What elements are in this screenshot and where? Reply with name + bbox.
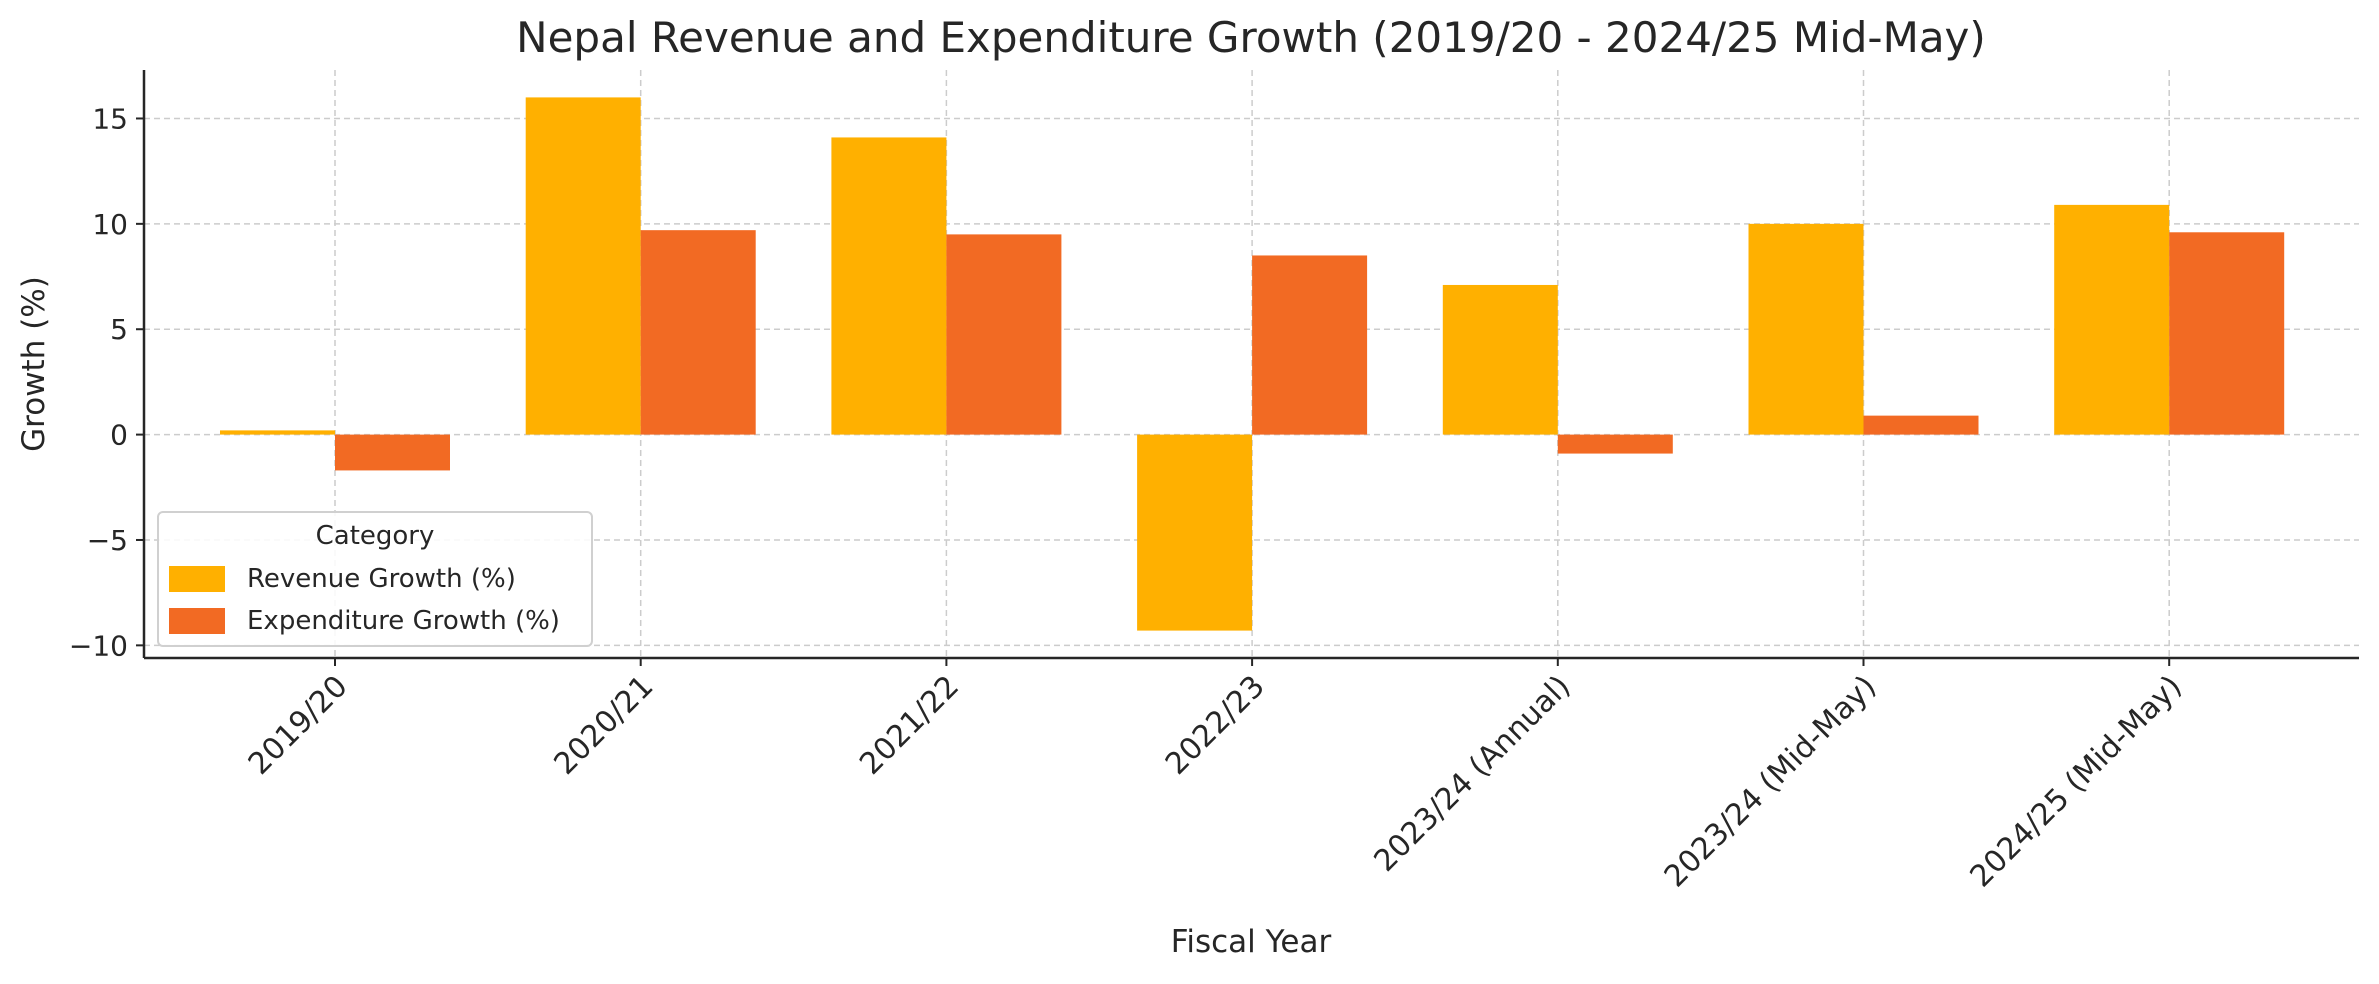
x-ticks: 2019/20 2020/21 2021/22 2022/23 2023/24 (Ann… bbox=[242, 658, 2189, 894]
y-tick-label: 0 bbox=[110, 419, 128, 452]
expenditure-bar bbox=[1863, 415, 1979, 435]
y-axis-label: Growth (%) bbox=[16, 276, 52, 452]
y-tick-label: −5 bbox=[87, 524, 128, 557]
expenditure-bar bbox=[946, 234, 1062, 435]
legend: Category Revenue Growth (%) Expenditure … bbox=[157, 511, 593, 647]
y-ticks: −10 −5 0 5 10 15 bbox=[69, 102, 144, 662]
y-tick-label: 15 bbox=[92, 102, 128, 135]
y-tick-label: 10 bbox=[92, 208, 128, 241]
revenue-bar bbox=[1137, 434, 1253, 631]
legend-swatch-revenue bbox=[169, 566, 225, 592]
legend-swatch-expenditure bbox=[169, 608, 225, 634]
expenditure-bar bbox=[640, 230, 756, 435]
x-tick-label: 2022/23 bbox=[1159, 669, 1272, 782]
expenditure-bar bbox=[335, 434, 450, 471]
y-tick-label: −10 bbox=[69, 629, 128, 662]
revenue-bar bbox=[1442, 284, 1558, 435]
revenue-bar bbox=[2054, 204, 2170, 435]
expenditure-bar bbox=[1557, 434, 1673, 454]
x-tick-label: 2023/24 (Mid-May) bbox=[1658, 669, 1883, 894]
x-axis-label: Fiscal Year bbox=[1171, 924, 1332, 960]
x-tick-label: 2021/22 bbox=[853, 669, 966, 782]
revenue-bar bbox=[220, 430, 335, 435]
bars bbox=[220, 97, 2285, 631]
legend-title: Category bbox=[316, 521, 435, 551]
chart-title: Nepal Revenue and Expenditure Growth (20… bbox=[516, 13, 1986, 62]
expenditure-bar bbox=[1252, 255, 1368, 435]
x-tick-label: 2019/20 bbox=[242, 669, 355, 782]
x-tick-label: 2024/25 (Mid-May) bbox=[1964, 669, 2189, 894]
revenue-bar bbox=[1748, 223, 1864, 435]
legend-label-expenditure: Expenditure Growth (%) bbox=[247, 606, 560, 636]
x-tick-label: 2023/24 (Annual) bbox=[1368, 669, 1578, 879]
legend-box bbox=[157, 511, 593, 647]
expenditure-bar bbox=[2169, 232, 2285, 435]
revenue-bar bbox=[831, 137, 947, 435]
revenue-bar bbox=[525, 97, 641, 435]
y-tick-label: 5 bbox=[110, 313, 128, 346]
legend-label-revenue: Revenue Growth (%) bbox=[247, 564, 516, 594]
x-tick-label: 2020/21 bbox=[547, 669, 660, 782]
